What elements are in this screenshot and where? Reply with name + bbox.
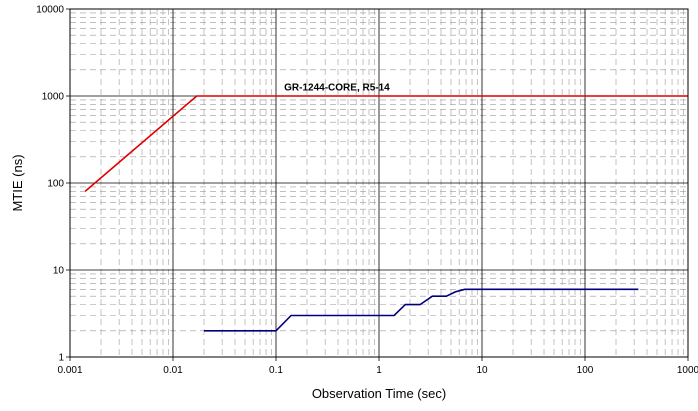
annotations: GR-1244-CORE, R5-14 — [284, 83, 390, 94]
x-tick-label: 100 — [577, 365, 594, 376]
x-tick-label: 0.01 — [163, 365, 183, 376]
y-tick-label: 10 — [53, 266, 65, 277]
series-line-1 — [84, 95, 688, 193]
y-tick-label: 1 — [58, 353, 64, 364]
y-axis-title: MTIE (ns) — [10, 154, 25, 211]
series-layer — [84, 95, 688, 332]
series-annotation: GR-1244-CORE, R5-14 — [284, 83, 390, 94]
x-tick-labels: 0.001 0.01 0.1 1 10 100 1000 — [57, 357, 698, 376]
x-axis-title: Observation Time (sec) — [312, 386, 446, 401]
y-tick-label: 10000 — [36, 5, 64, 16]
series-line-2 — [204, 288, 639, 332]
y-tick-labels: 1 10 100 1000 10000 — [36, 5, 70, 364]
x-tick-label: 0.1 — [269, 365, 283, 376]
x-tick-label: 1000 — [677, 365, 698, 376]
x-tick-label: 0.001 — [57, 365, 82, 376]
y-tick-label: 100 — [47, 179, 64, 190]
x-tick-label: 10 — [476, 365, 488, 376]
y-tick-label: 1000 — [42, 92, 65, 103]
x-tick-label: 1 — [376, 365, 382, 376]
